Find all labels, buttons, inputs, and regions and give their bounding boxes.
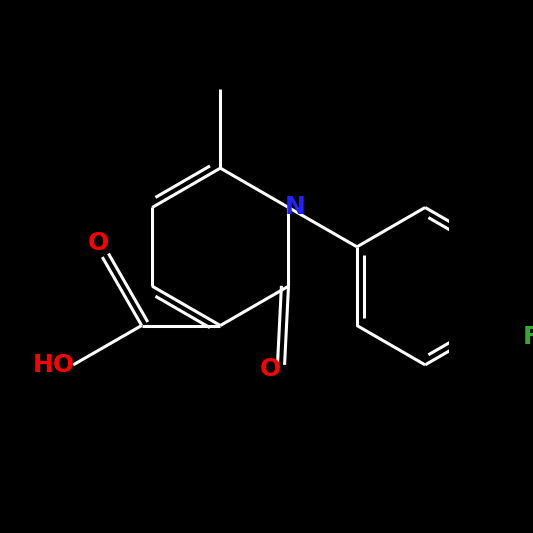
Text: O: O bbox=[260, 357, 281, 381]
Text: F: F bbox=[522, 325, 533, 349]
Text: N: N bbox=[284, 196, 305, 220]
Text: HO: HO bbox=[33, 353, 75, 377]
Text: O: O bbox=[88, 231, 109, 255]
